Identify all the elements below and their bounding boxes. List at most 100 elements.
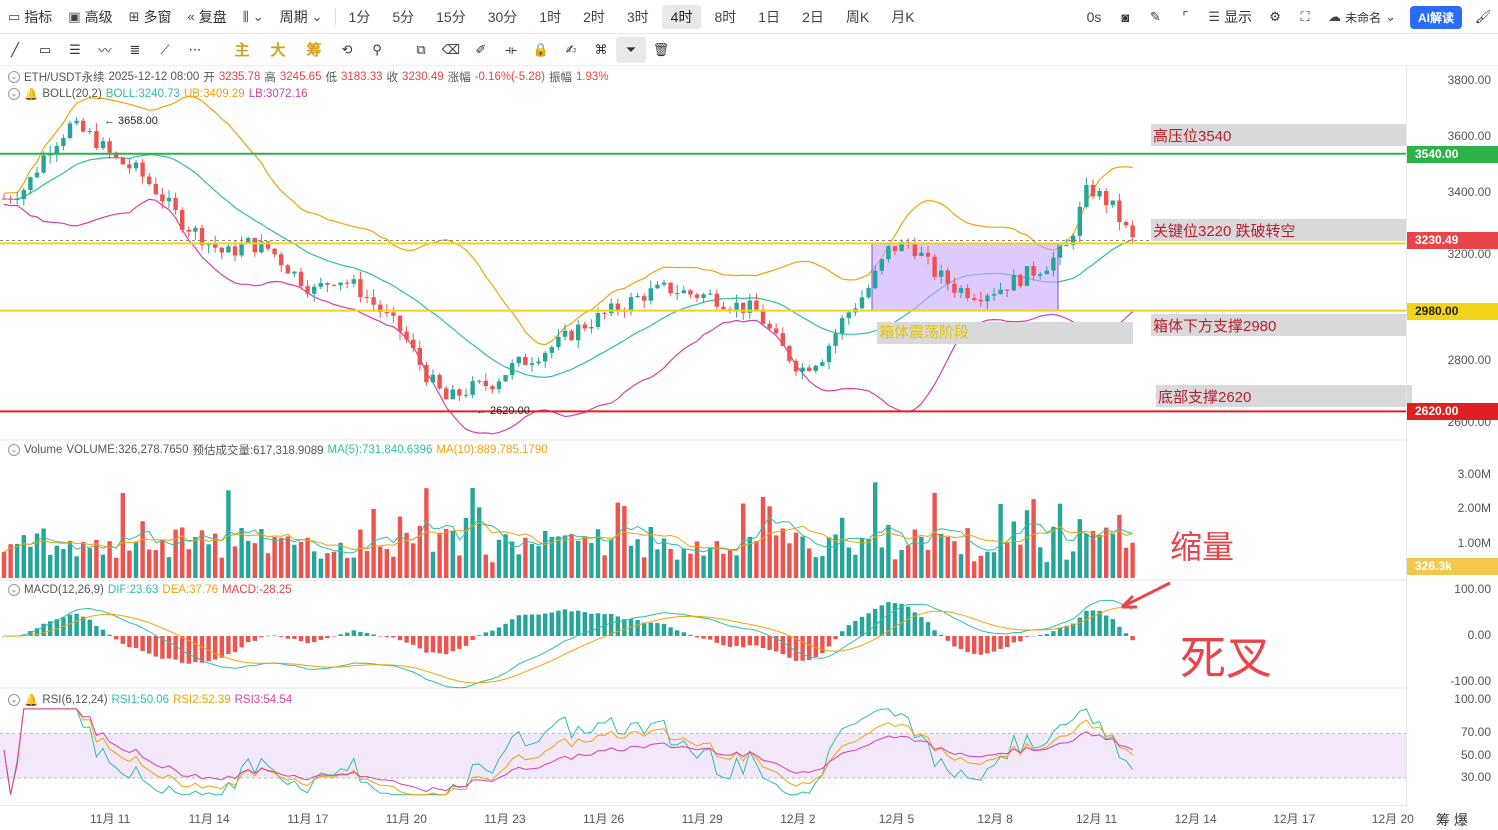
collapse-icon[interactable]: ⌄ (8, 444, 20, 456)
timeframe-5[interactable]: 2时 (583, 8, 605, 25)
symbol-label: ETH/USDT永续 (24, 72, 105, 84)
rectangle-icon[interactable]: ▭ (38, 41, 52, 57)
candle-body (331, 284, 337, 286)
volume-bar (787, 543, 792, 578)
copy-icon[interactable]: ⧉ (416, 41, 426, 57)
brush-icon[interactable]: 🖌 (1474, 9, 1492, 24)
volume-bar (1005, 542, 1010, 578)
more-icon[interactable]: ⋯ (188, 41, 202, 57)
trash-icon[interactable]: 🗑 (652, 41, 670, 57)
highlighter-icon[interactable]: ✐ (475, 41, 487, 57)
timeframe-10[interactable]: 2日 (802, 8, 824, 25)
timeframe-9[interactable]: 1日 (758, 8, 781, 25)
timeframe-4[interactable]: 1时 (539, 8, 562, 25)
annotation-text: 底部支撑2620 (1158, 389, 1251, 406)
volume-bar (213, 533, 218, 578)
collapse-icon[interactable]: ⌄ (8, 88, 20, 100)
magnet-icon[interactable]: ⚲ (372, 41, 382, 57)
indicator-button[interactable]: ▭ 指标 (8, 8, 53, 25)
sync-icon[interactable]: ⟲ (341, 41, 353, 57)
macd-histogram-bar (180, 636, 185, 663)
volume-bar (404, 532, 409, 578)
rsi-tick: 30.00 (1460, 770, 1491, 784)
period-dropdown[interactable]: 周期 ⌄ (279, 8, 323, 25)
main-force-tool[interactable]: 主 (234, 42, 250, 59)
replay-button[interactable]: « 复盘 (187, 8, 227, 25)
trendline-icon[interactable]: ╱ (11, 41, 19, 57)
volume-bar (1130, 542, 1135, 578)
fullscreen-icon[interactable]: ⛶ (1300, 9, 1310, 24)
timeframe-3[interactable]: 30分 (487, 8, 518, 25)
pen-icon[interactable]: ⟋ (160, 41, 170, 57)
macd-histogram-bar (15, 636, 20, 637)
volume-bar (424, 488, 429, 578)
horizontal-lines-icon[interactable]: ☰ (69, 41, 81, 57)
date-tick: 11月 17 (287, 812, 329, 826)
bell-icon[interactable]: 🔔 (24, 695, 39, 707)
crop-icon[interactable]: ⌜ (1182, 9, 1189, 24)
price-axis[interactable]: 3800.00 3600.00 3400.00 2800.00 3200.00 2600.… (1406, 66, 1498, 806)
candle-body (457, 389, 462, 396)
rsi-tick: 100.00 (1454, 692, 1491, 706)
timeframe-7[interactable]: 4时 (661, 4, 702, 29)
chip-tool[interactable]: 筹 (306, 42, 322, 59)
volume-tick: 2.00M (1457, 501, 1491, 516)
filter-icon[interactable]: ⏷ (616, 36, 646, 63)
macd-histogram-bar (94, 626, 99, 636)
macd-histogram-bar (1110, 619, 1115, 636)
corner-tools[interactable]: 筹 爆 (1436, 812, 1468, 828)
volume-bar (1051, 526, 1056, 578)
collapse-icon[interactable]: ⌄ (8, 694, 20, 706)
volume-bar (582, 536, 587, 578)
candle-body (173, 197, 178, 210)
edit-icon[interactable]: ✎ (1149, 9, 1161, 24)
candle-body (1117, 200, 1122, 223)
camera-icon[interactable]: ◙ (1121, 9, 1130, 25)
macd-histogram-bar (430, 636, 436, 653)
timeframe-1[interactable]: 5分 (392, 8, 415, 25)
note-icon[interactable]: ✍ (565, 41, 577, 57)
timeframe-0[interactable]: 1分 (348, 8, 371, 25)
collapse-icon[interactable]: ⌄ (8, 71, 20, 83)
candle-body (1077, 206, 1082, 236)
link-icon[interactable]: ⌘ (594, 41, 608, 57)
timeframe-8[interactable]: 8时 (714, 8, 737, 25)
volume-bar (602, 555, 607, 578)
candle-body (569, 330, 574, 341)
big-order-tool[interactable]: 大 (270, 42, 286, 59)
candle-body (754, 300, 759, 310)
timeframe-11[interactable]: 周K (845, 8, 870, 25)
macd-histogram-bar (642, 622, 647, 636)
candle-body (378, 304, 383, 313)
lock-icon[interactable]: 🔒 (532, 41, 550, 57)
volume-bar (576, 540, 581, 578)
ai-analysis-button[interactable]: AI解读 (1409, 5, 1462, 29)
consolidation-box (871, 242, 1059, 312)
collapse-icon[interactable]: ⌄ (8, 584, 20, 596)
volume-bar (668, 548, 673, 578)
macd-histogram-bar (906, 606, 911, 636)
candle-body (595, 313, 601, 328)
fibonacci-icon[interactable]: ≣ (129, 41, 141, 57)
timeframe-12[interactable]: 月K (891, 8, 915, 25)
eraser-icon[interactable]: ⌫ (441, 41, 461, 57)
settings-icon[interactable]: ⚙ (1269, 9, 1281, 24)
timeframe-6[interactable]: 3时 (626, 8, 649, 25)
volume-bar (364, 550, 370, 578)
chart-type-button[interactable]: ⫼ ⌄ (235, 4, 272, 30)
bell-icon[interactable]: 🔔 (24, 89, 39, 101)
wave-icon[interactable]: 〰 (98, 43, 112, 58)
measure-icon[interactable]: ⟛ (505, 41, 517, 57)
advanced-button[interactable]: ▣ 高级 (68, 8, 113, 25)
volume-bar (331, 551, 337, 578)
date-axis[interactable]: 11月 11 11月 14 11月 17 11月 20 11月 23 11月 26 11月 … (0, 805, 1414, 830)
timeframe-2[interactable]: 15分 (436, 8, 466, 25)
volume-bar (886, 524, 891, 578)
macd-histogram-bar (622, 619, 627, 636)
multi-window-button[interactable]: ⊞ 多窗 (128, 8, 172, 25)
candle-body (701, 294, 706, 298)
display-button[interactable]: ☰ 显示 (1208, 9, 1253, 25)
macd-histogram-bar (510, 619, 515, 636)
volume-bar (351, 557, 356, 578)
layout-dropdown[interactable]: ☁ 未命名 ⌄ (1328, 9, 1396, 25)
